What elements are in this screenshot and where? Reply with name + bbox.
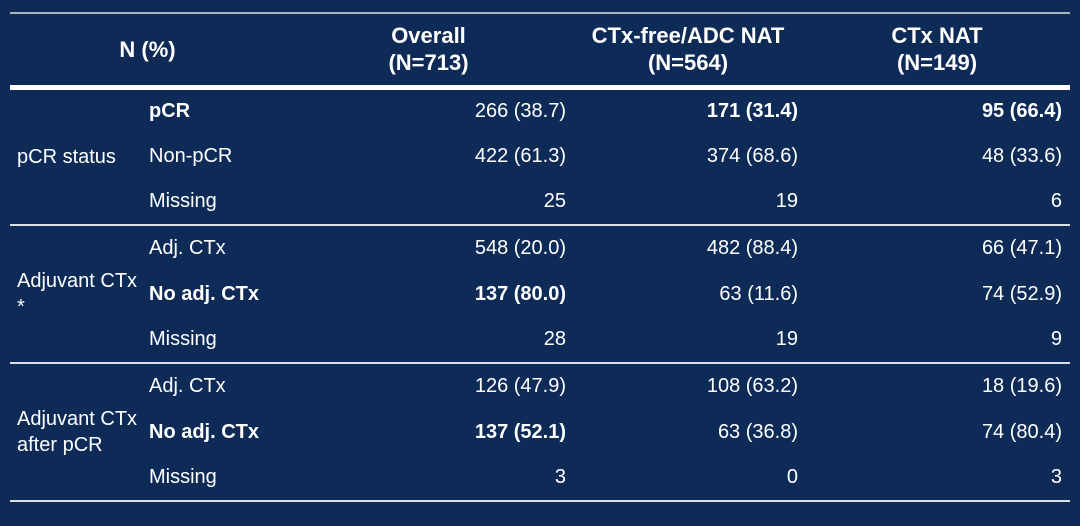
table-row: pCR status pCR 266 (38.7) 171 (31.4) 95 … xyxy=(10,87,1070,168)
col-header-ctx-nat-n: (N=149) xyxy=(896,50,978,76)
value-cell: 0 xyxy=(786,466,798,488)
table-row: No adj. CTx 137 (80.0) 63 (11.6) 74 (52.… xyxy=(10,271,1070,317)
value-cell: 66 (47.1) xyxy=(981,237,1062,259)
value-cell: 25 xyxy=(543,190,566,212)
value-cell: 548 (20.0) xyxy=(474,237,566,259)
value-cell: 137 (80.0) xyxy=(474,282,566,305)
value-cell: 18 (19.6) xyxy=(981,375,1062,397)
group-label-adjuvant-ctx: Adjuvant CTx * xyxy=(17,270,138,318)
value-cell: 482 (88.4) xyxy=(706,237,798,259)
header-row: N (%) Overall (N=713) CTx-free/ADC NAT (… xyxy=(10,13,1070,87)
table-row: Adjuvant CTx * Adj. CTx 548 (20.0) 482 (… xyxy=(10,225,1070,318)
col-header-ctx-free-adc-nat: CTx-free/ADC NAT (N=564) xyxy=(572,13,804,87)
table-row: Non-pCR 422 (61.3) 374 (68.6) 48 (33.6) xyxy=(10,133,1070,179)
value-cell: 48 (33.6) xyxy=(981,144,1062,167)
table-row: No adj. CTx 137 (52.1) 63 (36.8) 74 (80.… xyxy=(10,409,1070,455)
row-label: Missing xyxy=(149,466,217,488)
col-header-overall-label: Overall xyxy=(391,23,466,49)
value-cell: 28 xyxy=(543,328,566,350)
value-cell: 3 xyxy=(1050,466,1062,488)
results-table: N (%) Overall (N=713) CTx-free/ADC NAT (… xyxy=(10,12,1070,502)
row-label: Missing xyxy=(149,328,217,350)
row-label: No adj. CTx xyxy=(149,282,260,305)
col-header-ctx-nat: CTx NAT (N=149) xyxy=(804,13,1070,87)
row-label: Missing xyxy=(149,190,217,212)
col-header-ctx-nat-label: CTx NAT xyxy=(891,23,983,49)
col-header-ctx-free-adc-nat-label: CTx-free/ADC NAT xyxy=(591,23,785,49)
table-row: Adjuvant CTx after pCR Adj. CTx 126 (47.… xyxy=(10,363,1070,456)
table-row: Missing 3 0 3 xyxy=(10,455,1070,501)
table-row: Missing 25 19 6 xyxy=(10,179,1070,225)
table-row: Missing 28 19 9 xyxy=(10,317,1070,363)
row-label: No adj. CTx xyxy=(149,420,260,443)
col-header-ctx-free-adc-nat-n: (N=564) xyxy=(647,50,729,76)
value-cell: 19 xyxy=(775,328,798,350)
value-cell: 74 (52.9) xyxy=(981,282,1062,305)
value-cell: 63 (36.8) xyxy=(717,420,798,443)
group-pcr-status: pCR status pCR 266 (38.7) 171 (31.4) 95 … xyxy=(10,87,1070,225)
value-cell: 74 (80.4) xyxy=(981,420,1062,443)
value-cell: 63 (11.6) xyxy=(719,282,798,305)
group-adjuvant-ctx-after-pcr: Adjuvant CTx after pCR Adj. CTx 126 (47.… xyxy=(10,363,1070,501)
value-cell: 422 (61.3) xyxy=(474,144,566,167)
col-header-overall: Overall (N=713) xyxy=(285,13,572,87)
value-cell: 266 (38.7) xyxy=(474,99,566,122)
value-cell: 171 (31.4) xyxy=(706,99,798,122)
value-cell: 19 xyxy=(775,190,798,212)
value-cell: 126 (47.9) xyxy=(474,375,566,397)
group-adjuvant-ctx: Adjuvant CTx * Adj. CTx 548 (20.0) 482 (… xyxy=(10,225,1070,363)
table-header: N (%) Overall (N=713) CTx-free/ADC NAT (… xyxy=(10,13,1070,87)
value-cell: 374 (68.6) xyxy=(706,144,798,167)
row-label: pCR xyxy=(149,99,191,122)
row-label: Adj. CTx xyxy=(149,375,226,397)
group-label-adjuvant-ctx-after-pcr: Adjuvant CTx after pCR xyxy=(17,408,138,456)
value-cell: 9 xyxy=(1050,328,1062,350)
value-cell: 95 (66.4) xyxy=(981,99,1062,122)
value-cell: 137 (52.1) xyxy=(474,420,566,443)
value-cell: 108 (63.2) xyxy=(706,375,798,397)
row-label: Non-pCR xyxy=(149,144,233,167)
value-cell: 6 xyxy=(1050,190,1062,212)
group-label-pcr-status: pCR status xyxy=(17,145,116,168)
col-header-n-pct: N (%) xyxy=(119,36,176,62)
row-label: Adj. CTx xyxy=(149,237,226,259)
col-header-overall-n: (N=713) xyxy=(388,50,469,76)
value-cell: 3 xyxy=(554,466,566,488)
